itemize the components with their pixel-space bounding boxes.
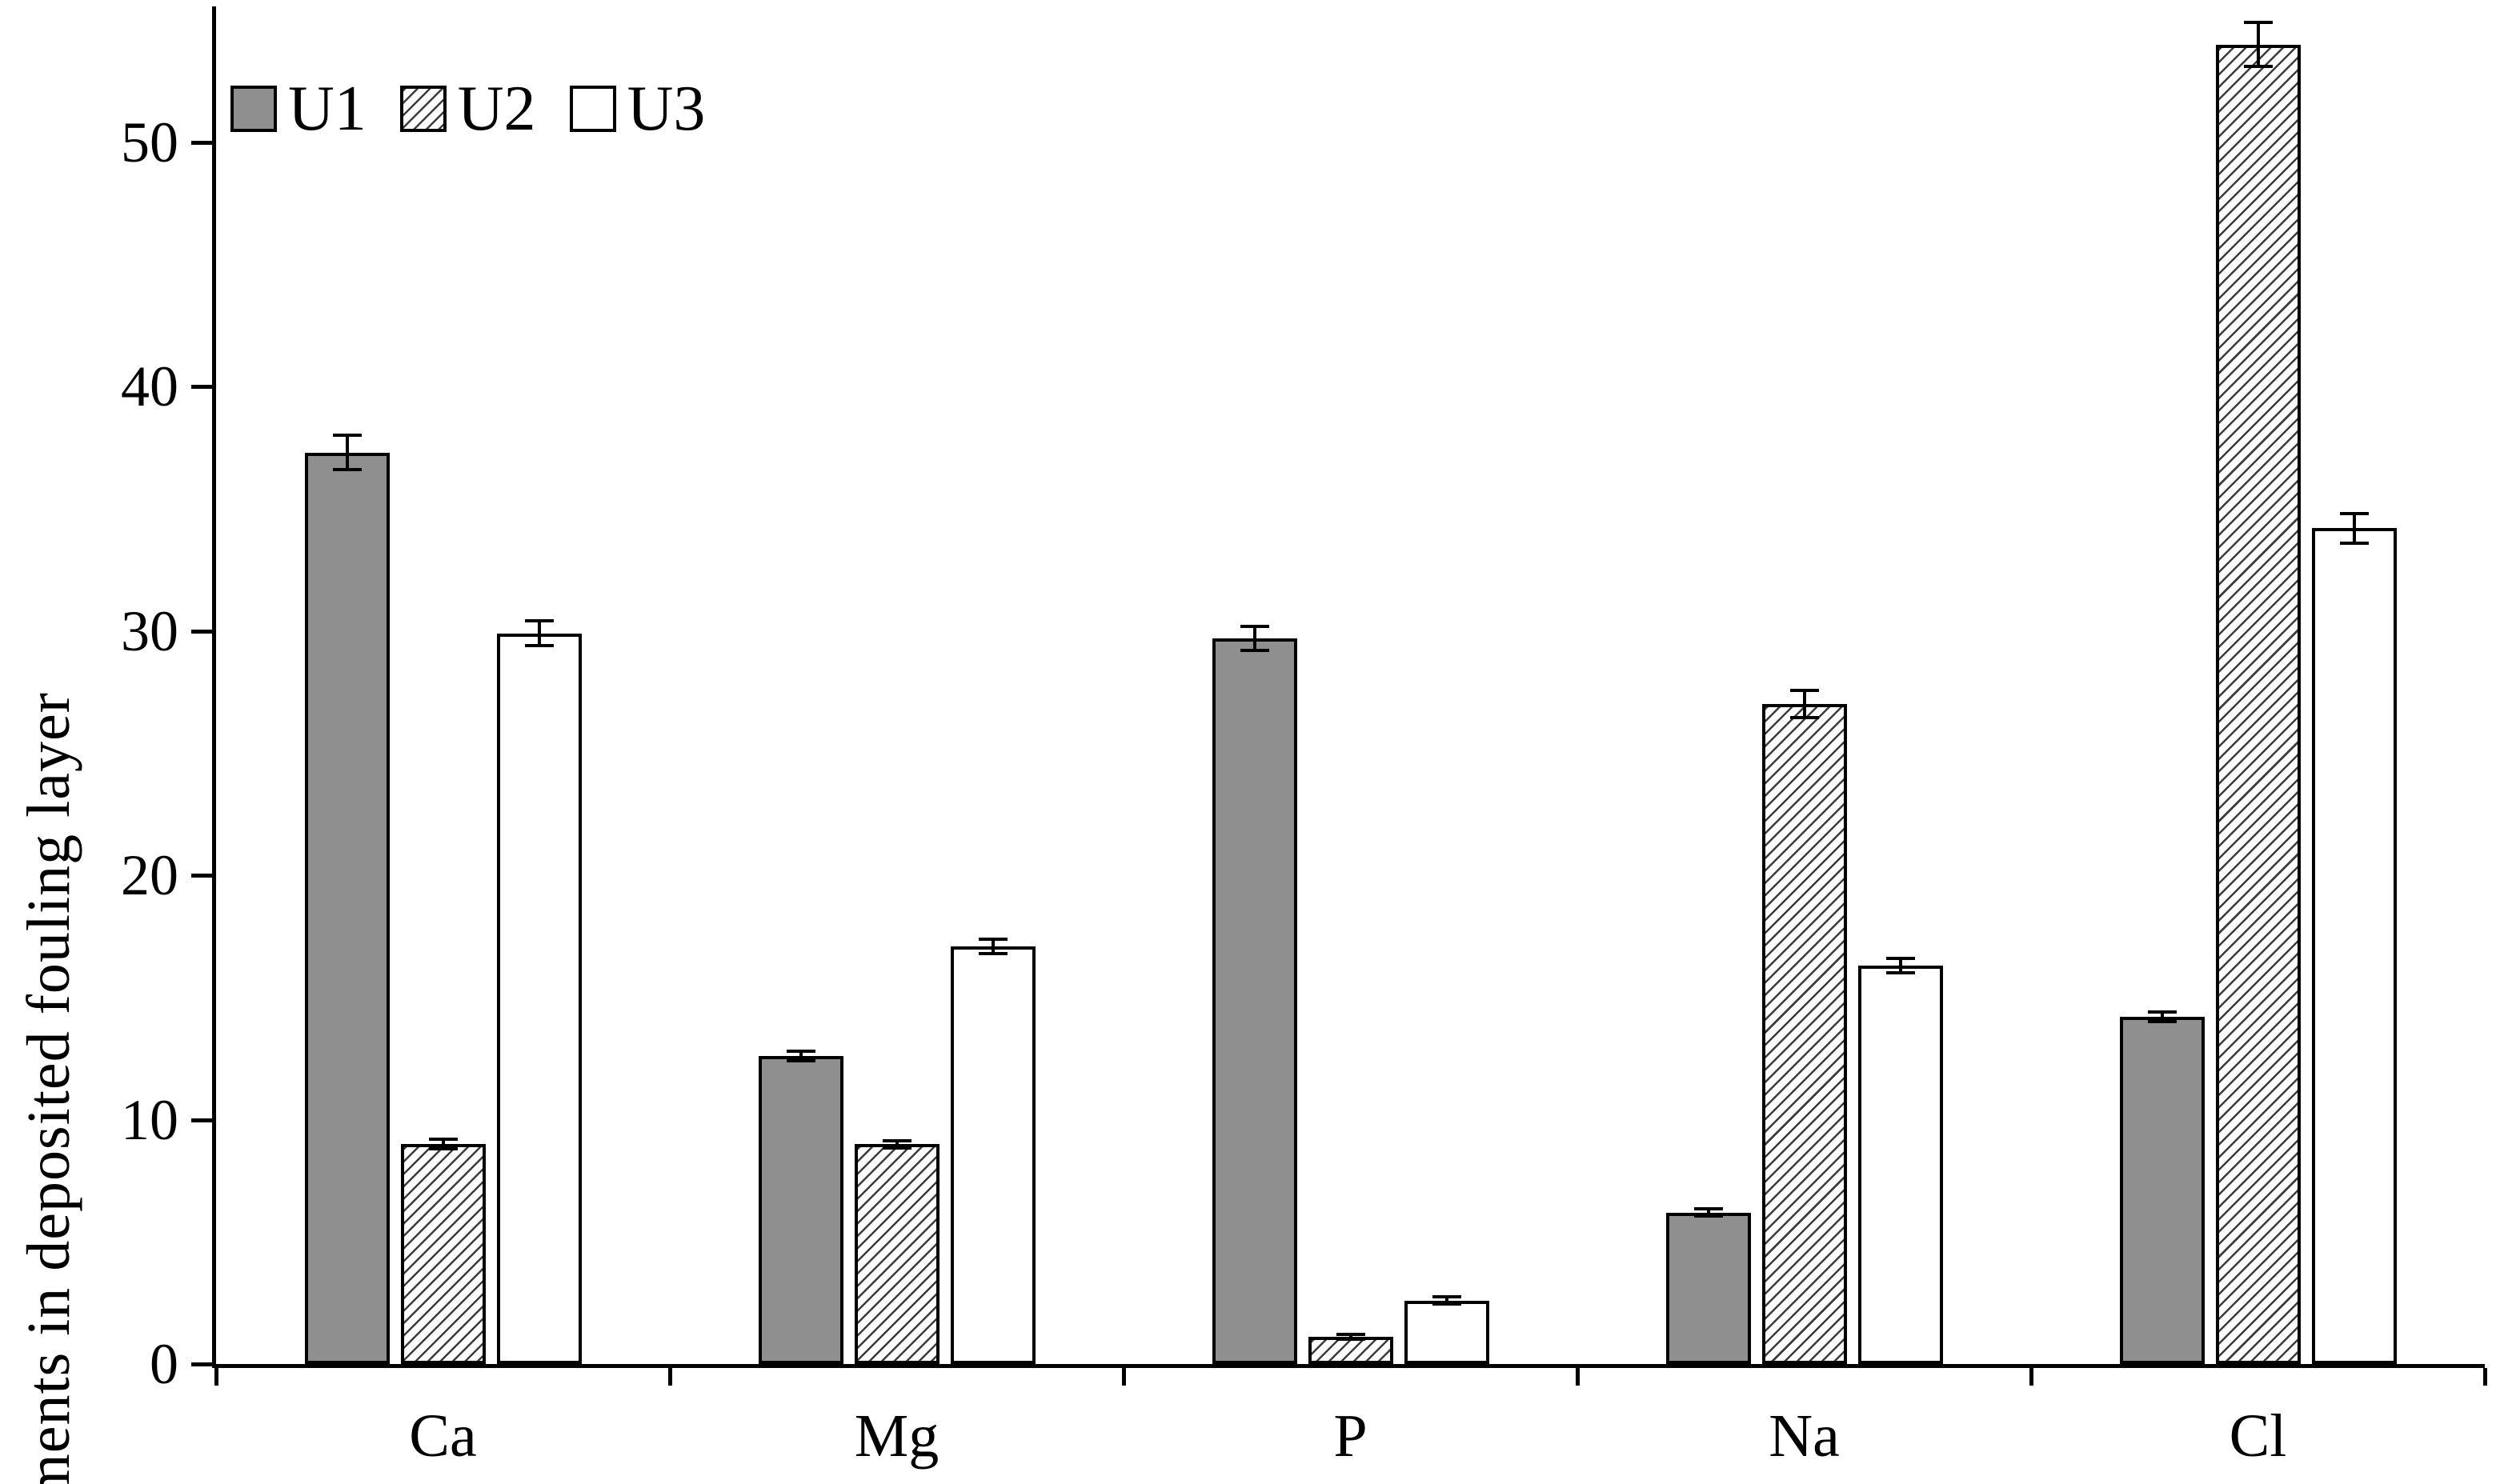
bar-U3-Ca (496, 633, 582, 1364)
bar-U1-Cl (2119, 1017, 2205, 1364)
error-cap-bottom (1789, 716, 1819, 720)
bar-U2-Cl (2215, 44, 2301, 1364)
error-cap-bottom (1693, 1214, 1723, 1218)
x-tick-mark (668, 1368, 672, 1386)
error-cap-top (1885, 956, 1915, 960)
legend-item-U1: U1 (230, 77, 367, 141)
error-bar-U2-Na (1802, 690, 1806, 718)
error-bar-U2-Cl (2256, 22, 2260, 67)
error-cap-bottom (1336, 1338, 1365, 1342)
bar-U1-Mg (758, 1056, 843, 1364)
x-tick-mark (1576, 1368, 1580, 1386)
bar-U3-Cl (2311, 528, 2397, 1364)
y-tick-label: 40 (121, 354, 178, 419)
error-cap-top (1240, 624, 1269, 628)
bar-U1-Ca (304, 452, 390, 1364)
x-tick-mark (2483, 1368, 2487, 1386)
error-cap-top (2339, 512, 2369, 516)
error-bar-U1-Mg (799, 1051, 803, 1062)
error-cap-bottom (786, 1059, 815, 1063)
error-cap-bottom (1240, 649, 1269, 653)
bar-U2-Ca (400, 1144, 486, 1364)
error-cap-top (978, 937, 1008, 941)
bar-U2-Na (1761, 704, 1847, 1364)
y-axis-line (212, 6, 216, 1368)
x-axis-line (212, 1364, 2485, 1368)
error-cap-bottom (428, 1147, 458, 1151)
bar-U1-Na (1665, 1212, 1751, 1364)
error-bar-U3-Ca (537, 621, 541, 646)
bar-U3-Mg (950, 946, 1036, 1364)
x-tick-mark (214, 1368, 218, 1386)
x-tick-label-p: P (1333, 1402, 1368, 1470)
legend: U1 U2 U3 (230, 77, 705, 141)
error-cap-bottom (1432, 1302, 1461, 1306)
error-cap-top (524, 619, 554, 623)
y-tick-mark (191, 140, 212, 145)
error-cap-bottom (882, 1146, 911, 1150)
y-tick-label: 0 (150, 1332, 178, 1396)
error-bar-U2-Ca (441, 1138, 445, 1150)
y-tick-mark (191, 1118, 212, 1122)
error-cap-top (786, 1050, 815, 1054)
legend-swatch-U3 (569, 86, 616, 132)
error-bar-U3-Na (1898, 958, 1902, 974)
legend-item-U3: U3 (569, 74, 706, 144)
y-tick-mark (191, 874, 212, 878)
error-cap-bottom (1885, 971, 1915, 975)
error-cap-bottom (2147, 1020, 2177, 1024)
y-tick-mark (191, 629, 212, 634)
error-cap-top (428, 1137, 458, 1141)
y-tick-label: 10 (121, 1087, 178, 1152)
error-cap-top (882, 1138, 911, 1142)
legend-swatch-U2 (399, 86, 447, 132)
error-cap-top (1432, 1295, 1461, 1298)
bar-U2-Mg (854, 1144, 939, 1364)
error-cap-bottom (2243, 65, 2273, 69)
bar-U3-P (1404, 1300, 1489, 1364)
error-cap-bottom (524, 643, 554, 647)
error-cap-top (1693, 1207, 1723, 1211)
y-tick-label: 30 (121, 598, 178, 663)
error-bar-U3-Cl (2352, 514, 2356, 543)
bar-U2-P (1308, 1337, 1393, 1364)
legend-label-U1: U1 (288, 74, 367, 144)
error-cap-top (2147, 1010, 2177, 1014)
legend-label-U2: U2 (457, 74, 536, 144)
y-tick-label: 20 (121, 843, 178, 908)
error-bar-U1-Cl (2160, 1012, 2164, 1022)
error-cap-bottom (2339, 541, 2369, 545)
error-cap-top (2243, 21, 2273, 25)
error-bar-U1-P (1252, 626, 1256, 651)
bar-U1-P (1212, 638, 1297, 1364)
error-cap-top (1789, 689, 1819, 693)
bar-U3-Na (1857, 966, 1943, 1364)
error-bar-U2-P (1348, 1334, 1352, 1340)
legend-swatch-U1 (230, 86, 277, 132)
error-bar-U1-Na (1706, 1209, 1710, 1217)
legend-item-U2: U2 (399, 74, 536, 144)
x-tick-mark (2029, 1368, 2033, 1386)
x-tick-label-cl: Cl (2229, 1402, 2287, 1470)
error-cap-top (1336, 1333, 1365, 1337)
error-bar-U3-Mg (991, 938, 995, 954)
y-tick-mark (191, 385, 212, 390)
x-tick-label-ca: Ca (409, 1402, 477, 1470)
error-cap-bottom (332, 468, 362, 472)
error-bar-U3-P (1444, 1297, 1448, 1305)
error-cap-top (332, 434, 362, 438)
error-bar-U2-Mg (895, 1140, 899, 1148)
x-tick-label-na: Na (1769, 1402, 1840, 1470)
x-tick-label-mg: Mg (854, 1402, 939, 1470)
y-tick-label: 50 (121, 110, 178, 174)
y-tick-mark (191, 1362, 212, 1366)
legend-label-U3: U3 (627, 74, 706, 144)
error-cap-bottom (978, 951, 1008, 955)
x-tick-mark (1122, 1368, 1126, 1386)
error-bar-U1-Ca (345, 435, 349, 470)
